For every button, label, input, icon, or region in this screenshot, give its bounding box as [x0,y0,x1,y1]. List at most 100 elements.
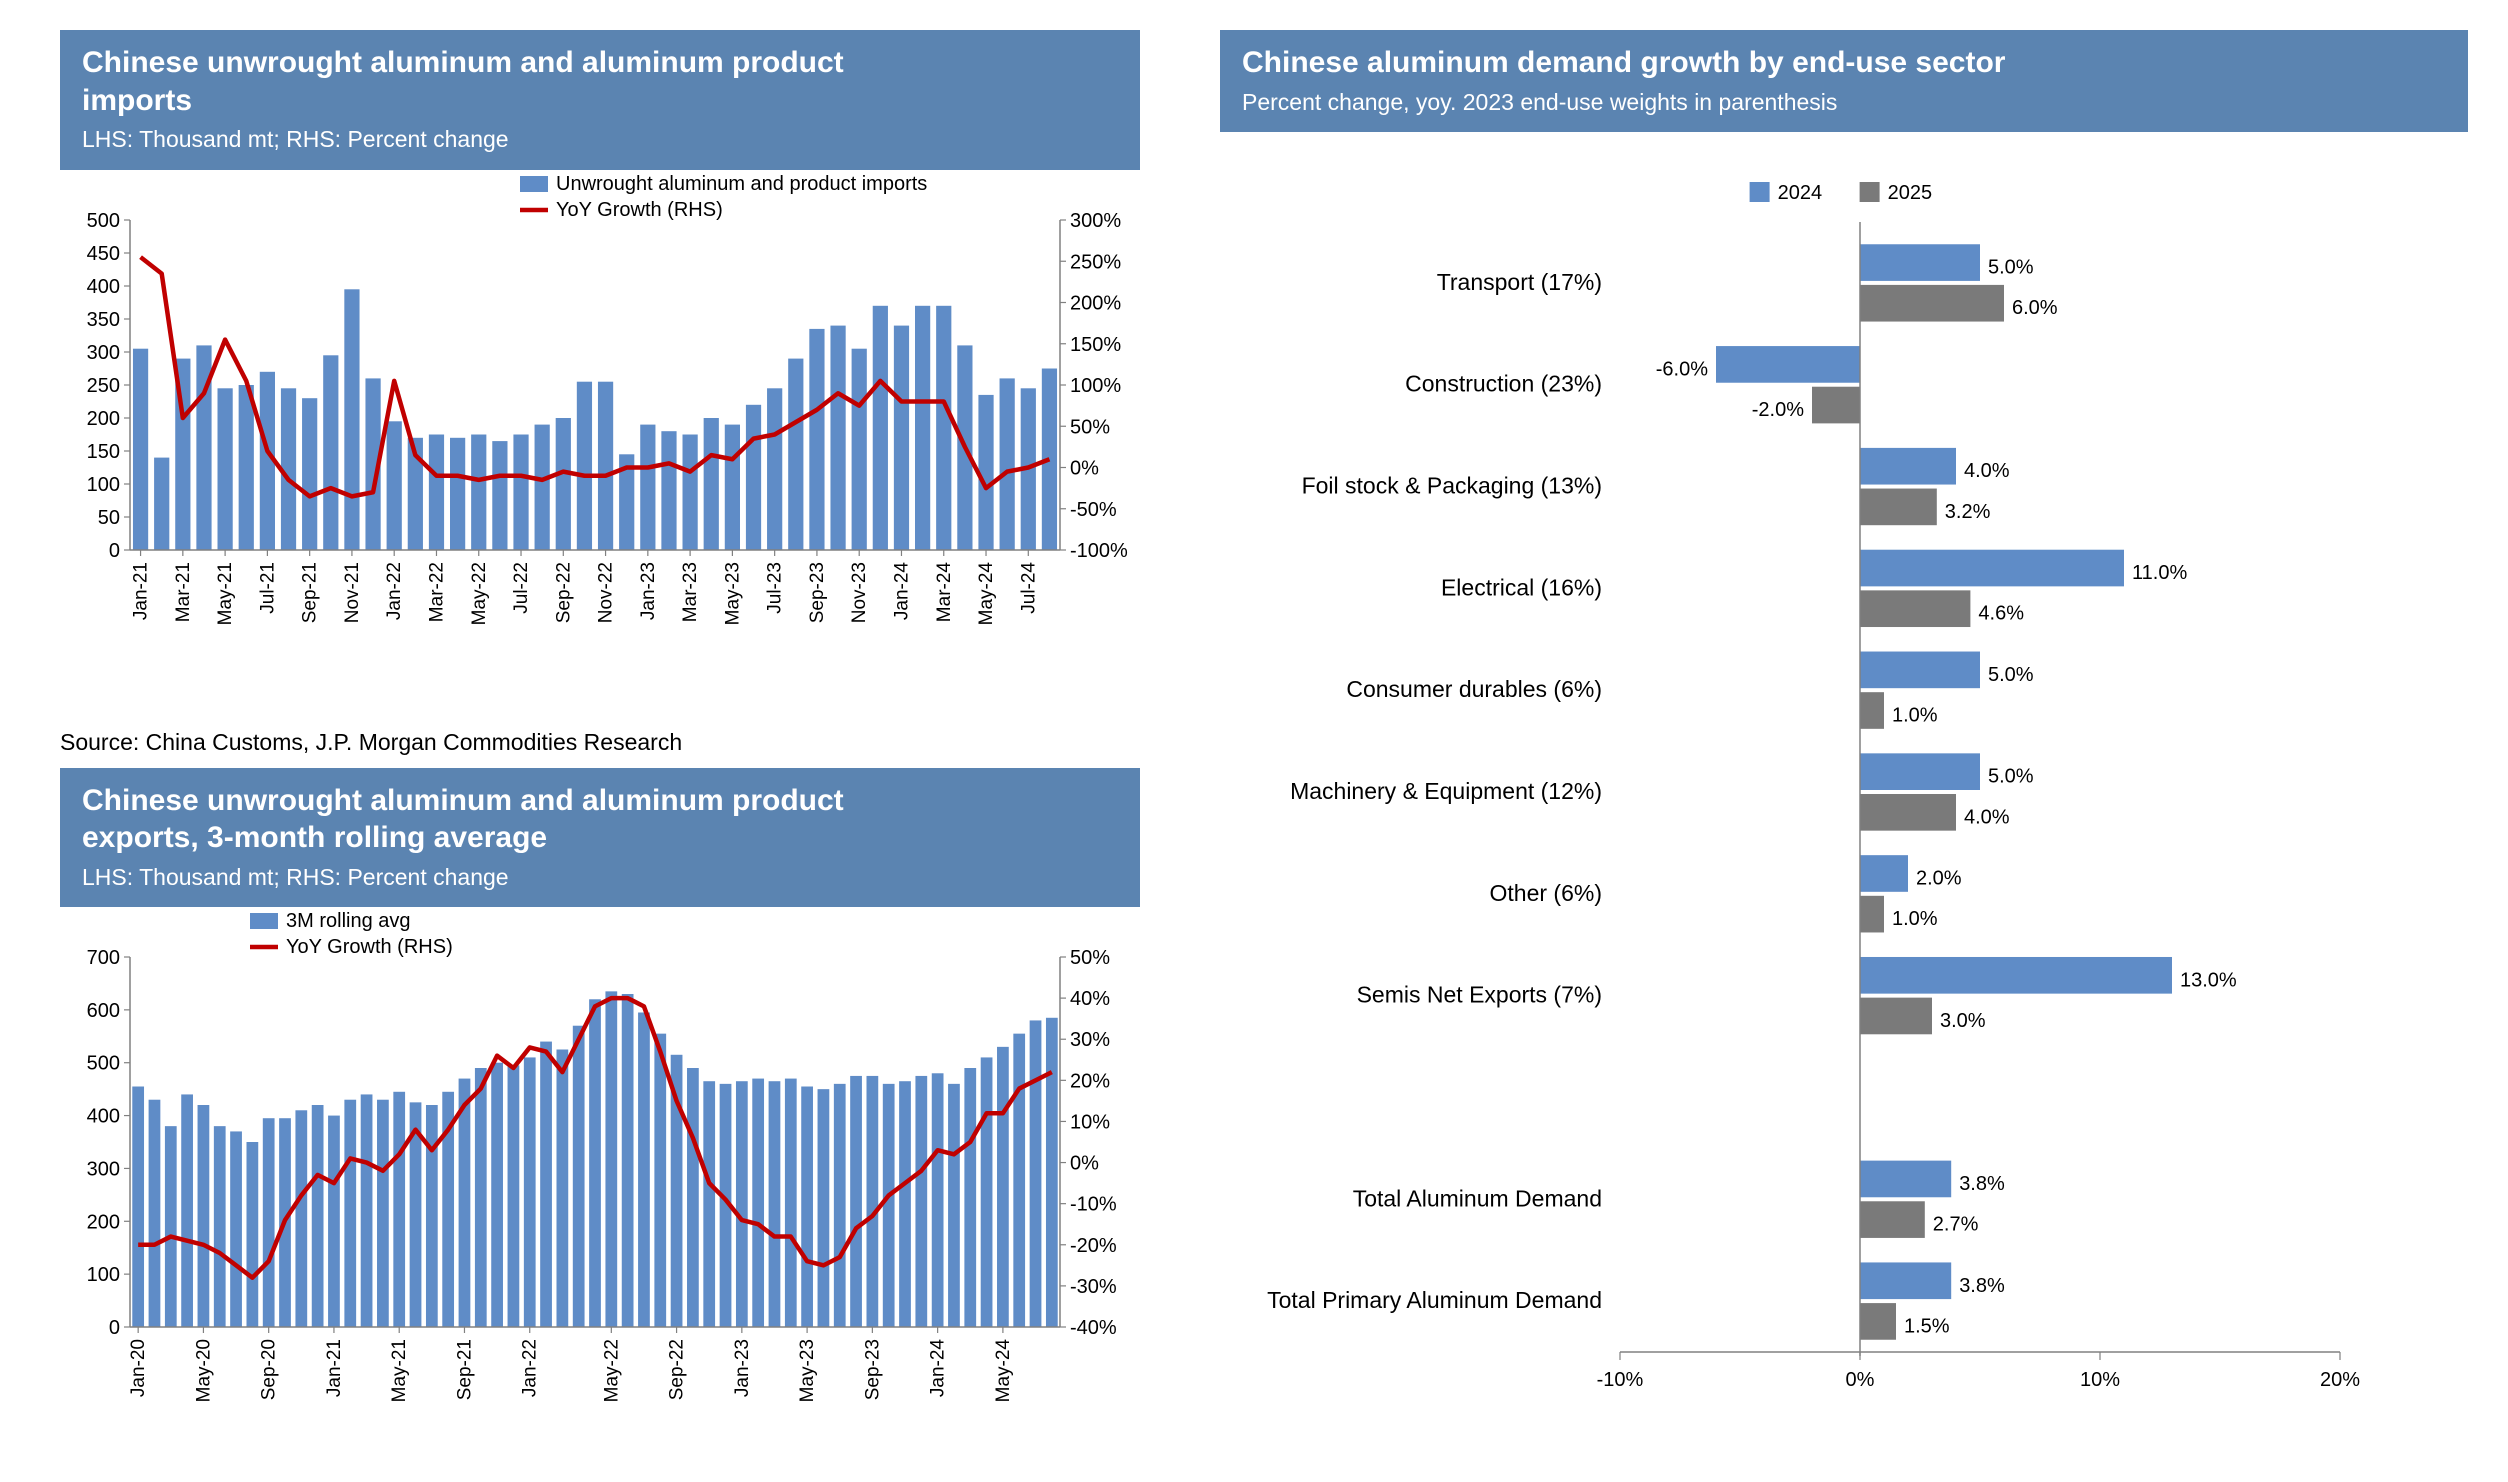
svg-text:Other (6%): Other (6%) [1490,880,1602,906]
svg-text:-10%: -10% [1070,1194,1117,1216]
svg-text:-10%: -10% [1597,1369,1644,1391]
svg-text:4.0%: 4.0% [1964,460,2010,482]
svg-text:May-20: May-20 [193,1339,214,1402]
svg-text:Nov-22: Nov-22 [596,562,617,623]
svg-text:4.0%: 4.0% [1964,807,2010,829]
exports-title-line1: Chinese unwrought aluminum and aluminum … [82,784,844,817]
svg-text:Electrical (16%): Electrical (16%) [1441,575,1602,601]
svg-text:200: 200 [87,1212,120,1234]
imports-title-line2: imports [82,84,192,117]
svg-text:Jan-23: Jan-23 [732,1339,753,1397]
svg-text:Unwrought aluminum and product: Unwrought aluminum and product imports [556,173,927,195]
svg-text:Jul-22: Jul-22 [511,562,532,614]
svg-text:May-22: May-22 [469,562,490,625]
svg-text:Jan-22: Jan-22 [520,1339,541,1397]
exports-chart-header: Chinese unwrought aluminum and aluminum … [60,768,1140,908]
svg-text:May-23: May-23 [797,1339,818,1402]
svg-text:100: 100 [87,474,120,496]
svg-text:3.2%: 3.2% [1945,501,1991,523]
svg-text:200: 200 [87,408,120,430]
svg-text:3.8%: 3.8% [1959,1275,2005,1297]
svg-text:13.0%: 13.0% [2180,970,2237,992]
svg-text:Transport (17%): Transport (17%) [1437,269,1602,295]
svg-text:2.7%: 2.7% [1933,1214,1979,1236]
svg-text:20%: 20% [1070,1071,1110,1093]
svg-text:400: 400 [87,276,120,298]
imports-title-line1: Chinese unwrought aluminum and aluminum … [82,46,844,79]
svg-text:Construction (23%): Construction (23%) [1405,371,1602,397]
svg-text:150: 150 [87,441,120,463]
svg-text:Semis Net Exports (7%): Semis Net Exports (7%) [1357,982,1602,1008]
svg-text:Consumer durables (6%): Consumer durables (6%) [1346,676,1602,702]
svg-text:5.0%: 5.0% [1988,766,2034,788]
svg-text:2.0%: 2.0% [1916,868,1962,890]
svg-text:50: 50 [98,507,120,529]
svg-text:0: 0 [109,540,120,562]
sector-chart-header: Chinese aluminum demand growth by end-us… [1220,30,2468,132]
page: Chinese unwrought aluminum and aluminum … [0,0,2508,1482]
svg-text:5.0%: 5.0% [1988,664,2034,686]
svg-text:Sep-21: Sep-21 [300,562,321,623]
svg-text:May-22: May-22 [601,1339,622,1402]
svg-text:250%: 250% [1070,251,1121,273]
svg-text:Mar-22: Mar-22 [426,562,447,622]
svg-text:Total Primary Aluminum Demand: Total Primary Aluminum Demand [1267,1287,1602,1313]
svg-text:Jan-23: Jan-23 [638,562,659,620]
svg-text:300: 300 [87,1159,120,1181]
svg-text:Sep-20: Sep-20 [259,1339,280,1400]
sector-chart: 2024 2025 Transport (17%) 5.0% 6.0% Construct… [1220,162,2468,1452]
svg-text:Sep-22: Sep-22 [553,562,574,623]
svg-text:2024: 2024 [1778,182,1823,204]
sector-title: Chinese aluminum demand growth by end-us… [1242,46,2005,79]
svg-text:-2.0%: -2.0% [1752,399,1804,421]
svg-text:200%: 200% [1070,292,1121,314]
svg-text:1.0%: 1.0% [1892,705,1938,727]
svg-text:Mar-21: Mar-21 [173,562,194,622]
svg-text:-50%: -50% [1070,499,1117,521]
svg-text:500: 500 [87,210,120,232]
svg-text:Jul-21: Jul-21 [257,562,278,614]
svg-text:100%: 100% [1070,375,1121,397]
source-text: Source: China Customs, J.P. Morgan Commo… [60,729,1140,756]
svg-text:0%: 0% [1070,457,1099,479]
svg-text:-40%: -40% [1070,1317,1117,1339]
svg-text:Nov-23: Nov-23 [849,562,870,623]
svg-text:450: 450 [87,243,120,265]
svg-text:100: 100 [87,1264,120,1286]
imports-subtitle: LHS: Thousand mt; RHS: Percent change [82,125,1118,154]
svg-text:10%: 10% [2080,1369,2120,1391]
svg-text:6.0%: 6.0% [2012,297,2058,319]
svg-text:Jan-22: Jan-22 [384,562,405,620]
svg-text:20%: 20% [2320,1369,2360,1391]
svg-text:May-21: May-21 [215,562,236,625]
svg-text:YoY Growth (RHS): YoY Growth (RHS) [286,936,453,958]
svg-text:Mar-23: Mar-23 [680,562,701,622]
exports-subtitle: LHS: Thousand mt; RHS: Percent change [82,863,1118,892]
svg-text:Jan-21: Jan-21 [324,1339,345,1397]
exports-chart: 0100200300400500600700-40%-30%-20%-10%0%… [60,907,1140,1452]
svg-text:Sep-23: Sep-23 [807,562,828,623]
svg-text:3M rolling avg: 3M rolling avg [286,910,411,932]
svg-text:11.0%: 11.0% [2132,562,2187,584]
svg-text:350: 350 [87,309,120,331]
svg-text:150%: 150% [1070,334,1121,356]
svg-text:Jan-24: Jan-24 [891,561,912,620]
svg-text:5.0%: 5.0% [1988,257,2034,279]
svg-text:Sep-21: Sep-21 [454,1339,475,1400]
svg-text:4.6%: 4.6% [1978,603,2024,625]
svg-text:600: 600 [87,1000,120,1022]
svg-text:500: 500 [87,1053,120,1075]
svg-text:Machinery & Equipment (12%): Machinery & Equipment (12%) [1290,778,1602,804]
svg-text:0: 0 [109,1317,120,1339]
imports-chart: 050100150200250300350400450500-100%-50%0… [60,170,1140,715]
svg-text:300: 300 [87,342,120,364]
svg-text:-100%: -100% [1070,540,1128,562]
svg-text:Foil stock & Packaging (13%): Foil stock & Packaging (13%) [1302,473,1602,499]
svg-text:Jan-21: Jan-21 [131,562,152,620]
svg-text:2025: 2025 [1888,182,1933,204]
svg-text:May-21: May-21 [389,1339,410,1402]
svg-text:YoY Growth (RHS): YoY Growth (RHS) [556,199,723,221]
svg-text:Sep-23: Sep-23 [862,1339,883,1400]
svg-text:300%: 300% [1070,210,1121,232]
svg-text:3.0%: 3.0% [1940,1010,1986,1032]
